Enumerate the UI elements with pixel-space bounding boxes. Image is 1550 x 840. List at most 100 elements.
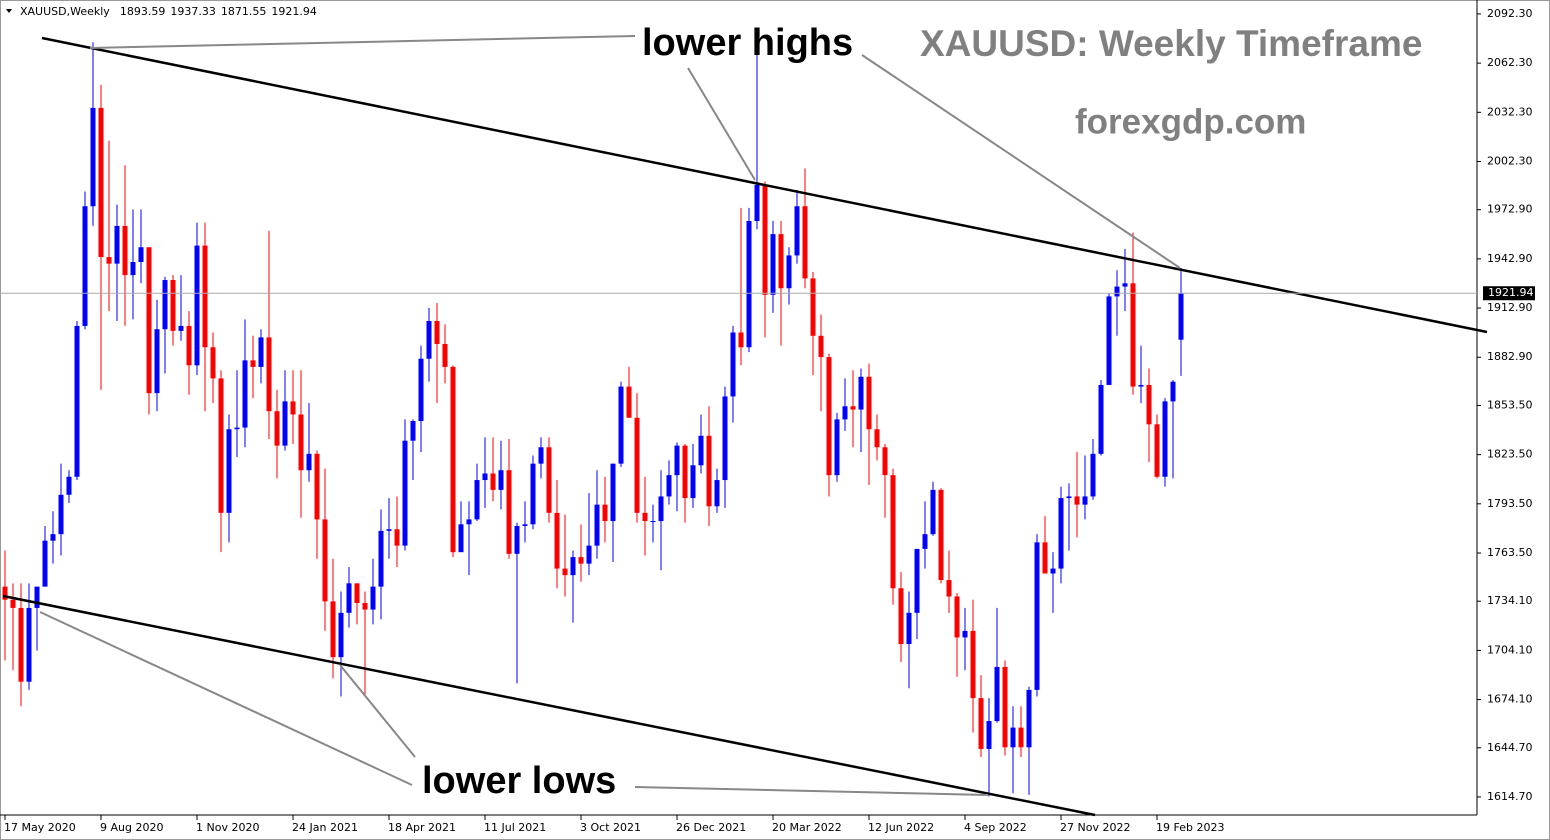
body	[338, 612, 344, 658]
symbol: XAUUSD,Weekly	[20, 5, 110, 18]
body	[130, 261, 136, 276]
body	[1170, 381, 1176, 402]
x-tick-label: 9 Aug 2020	[100, 821, 163, 834]
body	[1082, 496, 1088, 505]
body	[1098, 384, 1104, 454]
body	[298, 414, 304, 471]
body	[434, 321, 440, 344]
body	[770, 234, 776, 295]
body	[202, 245, 208, 348]
body	[922, 534, 928, 549]
body	[834, 419, 840, 476]
y-tick-label: 1614.70	[1487, 790, 1533, 803]
annotation: lower highs	[642, 22, 853, 64]
body	[314, 453, 320, 520]
y-tick-label: 1734.10	[1487, 594, 1533, 607]
body	[626, 386, 632, 418]
body	[1034, 542, 1040, 690]
body	[98, 107, 104, 258]
body	[122, 225, 128, 276]
pointer	[339, 664, 416, 758]
pointer	[39, 611, 413, 786]
close-value: 1921.94	[271, 5, 317, 18]
body	[1122, 283, 1128, 287]
body	[1026, 689, 1032, 748]
body	[50, 534, 56, 541]
body	[690, 465, 696, 499]
price-box	[1483, 286, 1535, 301]
body	[282, 401, 288, 446]
body	[90, 107, 96, 207]
body	[906, 612, 912, 644]
body	[954, 596, 960, 638]
body	[106, 257, 112, 264]
body	[738, 332, 744, 348]
body	[570, 557, 576, 576]
trend-lines	[2, 36, 1488, 817]
body	[1090, 453, 1096, 497]
body	[426, 321, 432, 359]
body	[410, 421, 416, 441]
x-tick-label: 18 Apr 2021	[388, 821, 456, 834]
body	[698, 435, 704, 466]
body	[170, 280, 176, 331]
body	[762, 184, 768, 295]
y-tick-label: 2032.30	[1487, 105, 1533, 118]
body	[786, 255, 792, 289]
body	[442, 343, 448, 367]
x-tick-label: 1 Nov 2020	[196, 821, 259, 834]
body	[866, 376, 872, 430]
body	[826, 357, 832, 476]
body	[506, 470, 512, 554]
body	[1162, 401, 1168, 477]
y-tick-label: 1674.10	[1487, 693, 1533, 706]
body	[562, 568, 568, 576]
body	[610, 463, 616, 522]
upper-channel	[41, 36, 1488, 334]
body	[1042, 542, 1048, 574]
body	[2, 586, 8, 600]
body	[178, 325, 184, 331]
body	[530, 463, 536, 525]
body	[114, 225, 120, 264]
body	[970, 630, 976, 699]
body	[962, 630, 968, 638]
body	[418, 358, 424, 422]
body	[66, 476, 72, 495]
body	[594, 504, 600, 546]
body	[1018, 727, 1024, 748]
pointer-lines	[39, 35, 1181, 796]
menu-triangle	[6, 9, 12, 13]
body	[274, 411, 280, 446]
body	[42, 540, 48, 587]
body	[682, 445, 688, 499]
body	[714, 480, 720, 507]
body	[82, 206, 88, 326]
body	[1050, 568, 1056, 574]
body	[378, 530, 384, 587]
body	[794, 206, 800, 256]
body	[1114, 286, 1120, 297]
body	[362, 603, 368, 610]
price-label: 1921.94	[1488, 286, 1534, 299]
body	[938, 489, 944, 581]
body	[186, 325, 192, 366]
body	[914, 548, 920, 613]
body	[154, 329, 160, 394]
x-tick-label: 11 Jul 2021	[484, 821, 546, 834]
body	[618, 386, 624, 464]
body	[986, 721, 992, 749]
body	[994, 666, 1000, 722]
body	[554, 512, 560, 569]
x-tick-label: 19 Feb 2023	[1156, 821, 1224, 834]
body	[1138, 384, 1144, 387]
y-tick-label: 1942.90	[1487, 252, 1533, 265]
body	[666, 475, 672, 497]
body	[1074, 496, 1080, 505]
body	[242, 360, 248, 428]
body	[650, 521, 656, 523]
x-tick-label: 12 Jun 2022	[868, 821, 934, 834]
body	[234, 427, 240, 430]
